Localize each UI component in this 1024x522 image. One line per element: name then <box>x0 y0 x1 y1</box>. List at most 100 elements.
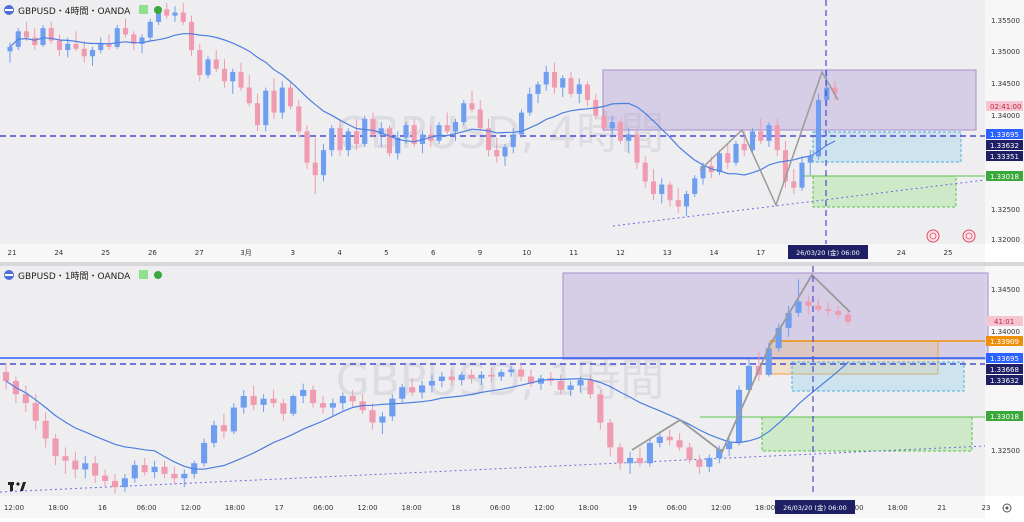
candle-body <box>765 348 772 375</box>
top-green-price: 1.33018 <box>990 173 1019 181</box>
candle-body <box>48 28 54 41</box>
x-tick-label: 18:00 <box>578 504 598 512</box>
candle-body <box>389 398 396 417</box>
candle-body <box>758 131 764 141</box>
candle-body <box>807 156 813 163</box>
x-tick-label: 06:00 <box>313 504 333 512</box>
top-zigzag[interactable] <box>699 70 839 208</box>
alarm-clock-icon[interactable] <box>926 229 940 243</box>
bottom-blue-zone[interactable] <box>791 361 965 392</box>
candle-body <box>617 122 624 141</box>
gear-icon[interactable] <box>1002 503 1012 513</box>
x-tick-label: 6 <box>431 249 436 257</box>
x-tick-label: 3 <box>291 249 295 257</box>
candle-body <box>726 442 733 450</box>
candle-body <box>246 87 252 104</box>
candle-body <box>577 380 584 386</box>
candle-body <box>147 21 153 38</box>
candle-body <box>329 128 335 151</box>
x-tick-label: 12:00 <box>534 504 554 512</box>
x-tick-label: 12:00 <box>711 504 731 512</box>
top-purple-zone[interactable] <box>602 69 977 131</box>
candle-body <box>180 12 186 22</box>
top-legend[interactable]: GBPUSD・4時間・OANDA <box>4 5 162 17</box>
bottom-green-price: 1.33018 <box>990 413 1019 421</box>
candle-body <box>535 84 541 94</box>
candle-body <box>782 150 789 182</box>
bottom-crosshair-badge <box>775 500 855 514</box>
bottom-current-price: 1.33632 <box>990 377 1019 385</box>
top-bluebox-badge <box>986 151 1023 161</box>
candle-body <box>646 442 653 464</box>
bottom-purple-zone[interactable] <box>562 272 989 360</box>
top-current-badge <box>986 140 1023 150</box>
x-tick-label: 26 <box>148 249 157 257</box>
top-green-zone[interactable] <box>812 175 957 208</box>
bottom-zigzag[interactable] <box>631 273 851 454</box>
candle-body <box>733 143 739 163</box>
tradingview-logo-icon[interactable] <box>8 482 26 491</box>
top-moving-average <box>9 33 836 176</box>
candle-body <box>337 128 343 151</box>
candle-body <box>607 422 614 448</box>
candle-body <box>502 147 508 157</box>
bottom-y-tick: 1.34000 <box>991 328 1020 336</box>
alarm-clock-icon[interactable] <box>962 229 976 243</box>
candle-body <box>642 162 648 182</box>
candle-body <box>587 380 594 395</box>
top-panel: GBPUSD, 4時間 1.35500 1.35000 1.34500 1.34… <box>0 0 1023 259</box>
candle-body <box>438 376 445 381</box>
candle-body <box>213 59 219 69</box>
x-tick-label: 18:00 <box>225 504 245 512</box>
candle-body <box>741 143 747 151</box>
candle-body <box>114 28 120 47</box>
candle-body <box>478 374 485 379</box>
candle-body <box>696 459 703 467</box>
top-blue-zone[interactable] <box>812 131 962 163</box>
bottom-y-tick: 1.32500 <box>991 447 1020 455</box>
candle-body <box>626 457 634 464</box>
candle-body <box>172 12 178 16</box>
candle-body <box>676 440 683 448</box>
candle-body <box>444 125 450 132</box>
bottom-trendline[interactable] <box>0 445 986 493</box>
candle-body <box>650 181 657 194</box>
bottom-countdown-badge <box>986 316 1023 326</box>
candle-body <box>240 396 247 408</box>
bottom-hline-badge <box>986 353 1023 363</box>
candle-body <box>263 90 269 126</box>
candle-body <box>825 309 832 312</box>
x-tick-label: 06:00 <box>136 504 156 512</box>
candle-body <box>65 43 71 51</box>
candle-body <box>716 153 723 173</box>
candle-body <box>805 301 812 306</box>
candle-body <box>362 118 368 144</box>
x-tick-label: 21 <box>8 249 17 257</box>
candle-body <box>23 31 30 38</box>
top-title: GBPUSD・4時間・OANDA <box>18 6 131 17</box>
candle-body <box>468 374 475 379</box>
bottom-time-axis <box>0 496 985 518</box>
x-tick-label: 18:00 <box>755 504 775 512</box>
candle-body <box>403 125 409 138</box>
candle-body <box>557 381 564 390</box>
candle-body <box>7 46 13 52</box>
x-tick-label: 21 <box>937 504 946 512</box>
candle-body <box>508 369 515 373</box>
x-tick-label: 17 <box>275 504 284 512</box>
candle-body <box>469 103 475 110</box>
bottom-legend[interactable]: GBPUSD・1時間・OANDA <box>4 270 162 282</box>
panel-separator[interactable] <box>0 262 1024 266</box>
candle-body <box>686 447 693 460</box>
candle-body <box>370 118 376 135</box>
x-tick-label: 10 <box>522 249 531 257</box>
candle-body <box>844 314 852 322</box>
bottom-green-zone[interactable] <box>761 416 973 452</box>
top-hline-price: 1.33695 <box>990 131 1019 139</box>
bottom-y-tick: 1.34500 <box>991 286 1020 294</box>
x-tick-label: 12:00 <box>181 504 201 512</box>
x-tick-label: 14 <box>710 249 719 257</box>
candle-body <box>766 125 772 141</box>
